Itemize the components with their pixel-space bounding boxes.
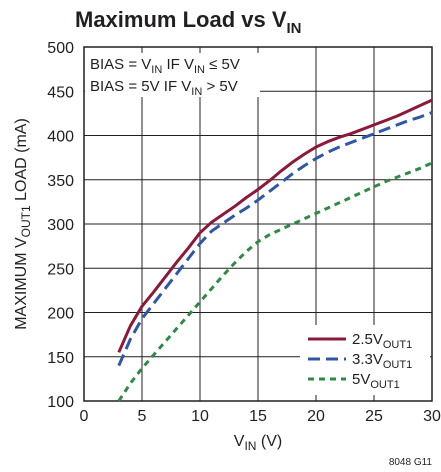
y-tick-label: 250 <box>47 261 74 278</box>
y-tick-label: 150 <box>47 350 74 367</box>
legend-label-3-3v: 3.3VOUT1 <box>352 351 412 371</box>
x-tick-label: 20 <box>307 408 325 425</box>
y-tick-label: 100 <box>47 394 74 411</box>
y-tick-label: 300 <box>47 217 74 234</box>
series-line-5v <box>117 161 433 402</box>
y-tick-label: 200 <box>47 306 74 323</box>
legend-item-3-3v: 3.3VOUT1 <box>308 351 412 371</box>
y-tick-label: 400 <box>47 129 74 146</box>
chart-title: Maximum Load vs VIN <box>75 7 302 37</box>
x-tick-label: 15 <box>249 408 267 425</box>
y-tick-label: 350 <box>47 173 74 190</box>
x-tick-label: 0 <box>80 408 89 425</box>
annotation-background <box>85 53 260 97</box>
series-group <box>117 98 433 402</box>
legend-label-5v: 5VOUT1 <box>352 371 400 391</box>
legend-background <box>300 325 430 395</box>
x-axis-label: VIN (V) <box>234 433 282 453</box>
x-tick-label: 25 <box>365 408 383 425</box>
annotation-line-1: BIAS = VIN IF VIN ≤ 5V <box>90 56 240 76</box>
figure-id: 8048 G11 <box>389 457 433 468</box>
x-tick-label: 30 <box>423 408 441 425</box>
legend-label-2-5v: 2.5VOUT1 <box>352 331 412 351</box>
x-tick-label: 5 <box>138 408 147 425</box>
bias-annotation: BIAS = VIN IF VIN ≤ 5V BIAS = 5V IF VIN … <box>85 53 260 98</box>
legend-item-2-5v: 2.5VOUT1 <box>308 331 412 351</box>
series-line-3-3v <box>117 111 433 367</box>
y-axis-label: MAXIMUM VOUT1 LOAD (mA) <box>13 118 33 330</box>
y-tick-label: 500 <box>47 40 74 57</box>
legend: 2.5VOUT1 3.3VOUT1 5VOUT1 <box>300 325 430 395</box>
y-tick-labels: 100 150 200 250 300 350 400 450 500 <box>47 40 74 411</box>
legend-item-5v: 5VOUT1 <box>308 371 400 391</box>
x-tick-label: 10 <box>191 408 209 425</box>
plot-frame <box>83 46 433 402</box>
annotation-line-2: BIAS = 5V IF VIN > 5V <box>90 78 238 98</box>
series-line-2-5v <box>117 98 433 353</box>
y-tick-label: 450 <box>47 84 74 101</box>
x-tick-labels: 0 5 10 15 20 25 30 <box>80 408 441 425</box>
